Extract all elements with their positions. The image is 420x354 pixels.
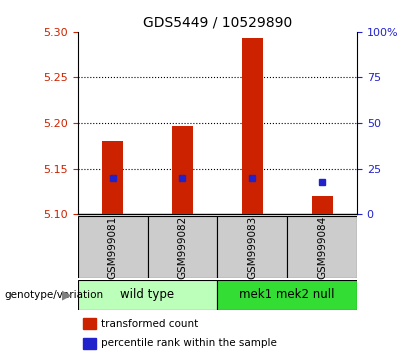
Bar	[242, 38, 263, 214]
Text: wild type: wild type	[121, 288, 175, 301]
Text: percentile rank within the sample: percentile rank within the sample	[102, 338, 277, 348]
Bar	[312, 196, 333, 214]
Bar	[218, 280, 357, 310]
Bar	[102, 141, 123, 214]
Bar	[83, 319, 96, 329]
Bar	[287, 216, 357, 278]
Bar	[83, 338, 96, 349]
Bar	[218, 216, 287, 278]
Bar	[78, 216, 147, 278]
Text: mek1 mek2 null: mek1 mek2 null	[239, 288, 335, 301]
Text: GSM999082: GSM999082	[177, 215, 187, 279]
Text: genotype/variation: genotype/variation	[4, 290, 103, 299]
Text: ▶: ▶	[62, 288, 72, 301]
Text: GSM999084: GSM999084	[317, 215, 327, 279]
Text: GSM999081: GSM999081	[108, 215, 118, 279]
Text: GSM999083: GSM999083	[247, 215, 257, 279]
Text: transformed count: transformed count	[102, 319, 199, 329]
Bar	[172, 126, 193, 214]
Bar	[147, 216, 218, 278]
Bar	[78, 280, 218, 310]
Title: GDS5449 / 10529890: GDS5449 / 10529890	[143, 15, 292, 29]
